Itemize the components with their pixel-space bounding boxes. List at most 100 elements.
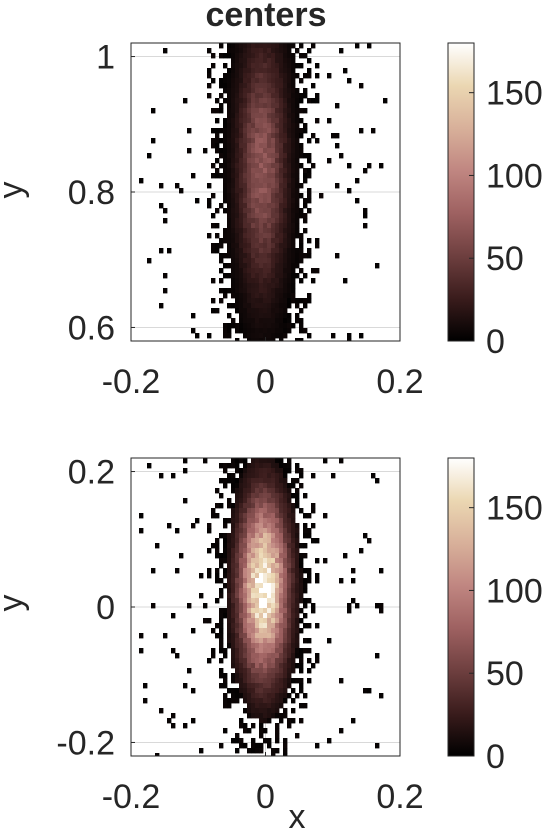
heatmap-cell: [215, 208, 220, 214]
heatmap-cell: [275, 643, 280, 649]
heatmap-cell: [291, 633, 296, 639]
heatmap-cell: [215, 308, 220, 314]
heatmap-cell: [311, 43, 316, 49]
heatmap-cell: [283, 468, 288, 474]
heatmap-cell: [295, 693, 300, 699]
heatmap-cell: [231, 578, 236, 584]
heatmap-cell: [235, 618, 240, 624]
heatmap-cell: [267, 53, 272, 59]
heatmap-cell: [299, 598, 304, 604]
heatmap-cell: [247, 313, 252, 319]
heatmap-cell: [231, 303, 236, 309]
heatmap-cell: [271, 153, 276, 159]
heatmap-cell: [207, 198, 212, 204]
heatmap-cell: [219, 108, 224, 114]
heatmap-cell: [279, 283, 284, 289]
heatmap-cell: [279, 538, 284, 544]
heatmap-cell: [239, 83, 244, 89]
heatmap-cell: [235, 578, 240, 584]
heatmap-cell: [275, 578, 280, 584]
heatmap-cell: [271, 643, 276, 649]
heatmap-cell: [231, 258, 236, 264]
heatmap-cell: [251, 193, 256, 199]
heatmap-cell: [267, 58, 272, 64]
heatmap-cell: [231, 173, 236, 179]
heatmap-cell: [283, 258, 288, 264]
heatmap-cell: [219, 643, 224, 649]
heatmap-cell: [283, 693, 288, 699]
heatmap-cell: [255, 488, 260, 494]
heatmap-cell: [247, 678, 252, 684]
heatmap-cell: [251, 338, 256, 341]
heatmap-cell: [279, 508, 284, 514]
heatmap-cell: [235, 733, 240, 739]
heatmap-cell: [295, 543, 300, 549]
heatmap-cell: [259, 338, 264, 341]
heatmap-cell: [255, 213, 260, 219]
heatmap-cell: [239, 648, 244, 654]
heatmap-cell: [247, 208, 252, 214]
heatmap-cell: [299, 588, 304, 594]
heatmap-cell: [243, 598, 248, 604]
heatmap-cell: [287, 663, 292, 669]
heatmap-cell: [275, 98, 280, 104]
heatmap-cell: [315, 578, 320, 584]
heatmap-cell: [275, 123, 280, 129]
heatmap-cell: [279, 618, 284, 624]
heatmap-cell: [287, 88, 292, 94]
heatmap-cell: [299, 573, 304, 579]
heatmap-cell: [291, 508, 296, 514]
heatmap-cell: [243, 528, 248, 534]
heatmap-cell: [211, 213, 216, 219]
heatmap-cell: [239, 188, 244, 194]
heatmap-cell: [267, 313, 272, 319]
heatmap-cell: [259, 53, 264, 59]
heatmap-cell: [271, 328, 276, 334]
heatmap-cell: [263, 473, 268, 479]
heatmap-cell: [359, 548, 364, 554]
heatmap-cell: [279, 688, 284, 694]
heatmap-cell: [287, 488, 292, 494]
heatmap-cell: [243, 573, 248, 579]
heatmap-cell: [283, 593, 288, 599]
heatmap-cell: [279, 553, 284, 559]
heatmap-cell: [223, 253, 228, 259]
heatmap-cell: [223, 478, 228, 484]
heatmap-cell: [279, 603, 284, 609]
heatmap-cell: [247, 273, 252, 279]
heatmap-cell: [227, 603, 232, 609]
heatmap-cell: [259, 638, 264, 644]
heatmap-cell: [231, 553, 236, 559]
heatmap-cell: [267, 603, 272, 609]
heatmap-cell: [355, 43, 360, 49]
heatmap-cell: [219, 638, 224, 644]
heatmap-cell: [263, 518, 268, 524]
heatmap-cell: [271, 488, 276, 494]
heatmap-cell: [247, 598, 252, 604]
heatmap-cell: [291, 198, 296, 204]
heatmap-cell: [263, 558, 268, 564]
heatmap-cell: [259, 278, 264, 284]
heatmap-cell: [219, 743, 224, 749]
heatmap-cell: [295, 88, 300, 94]
heatmap-cell: [255, 613, 260, 619]
heatmap-cell: [163, 218, 168, 224]
heatmap-cell: [219, 578, 224, 584]
colorbar-gradient: [447, 457, 475, 757]
heatmap-cell: [247, 218, 252, 224]
heatmap-cell: [303, 583, 308, 589]
heatmap-cell: [259, 258, 264, 264]
heatmap-cell: [239, 663, 244, 669]
heatmap-cell: [279, 623, 284, 629]
heatmap-cell: [251, 98, 256, 104]
heatmap-cell: [295, 588, 300, 594]
heatmap-cell: [259, 333, 264, 339]
heatmap-cell: [295, 733, 300, 739]
heatmap-cell: [335, 103, 340, 109]
heatmap-cell: [239, 123, 244, 129]
heatmap-cell: [243, 78, 248, 84]
heatmap-cell: [303, 533, 308, 539]
heatmap-cell: [283, 623, 288, 629]
heatmap-cell: [223, 233, 228, 239]
